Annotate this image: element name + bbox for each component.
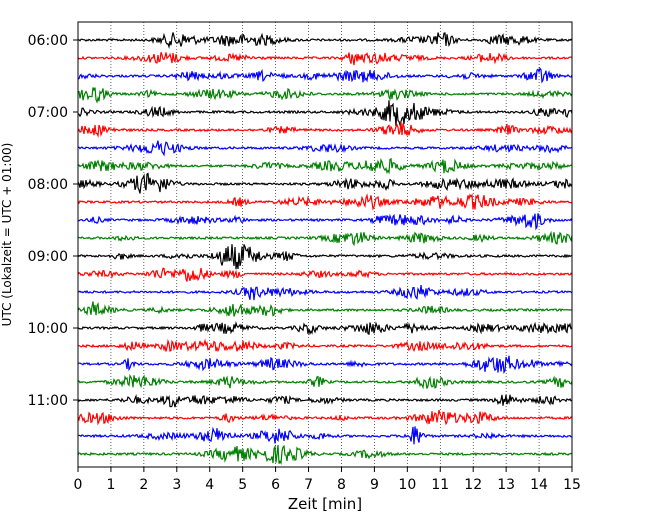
trace-6: [77, 121, 573, 138]
x-tick-label-14: 14: [530, 477, 548, 493]
y-tick-label-07:00: 07:00: [28, 105, 68, 121]
grid-lines: [110, 22, 540, 467]
y-tick-label-11:00: 11:00: [28, 393, 68, 409]
trace-15: [77, 284, 573, 301]
x-tick-label-7: 7: [304, 477, 313, 493]
x-axis-label: Zeit [min]: [288, 495, 362, 513]
y-tick-label-08:00: 08:00: [28, 177, 68, 193]
x-tick-label-15: 15: [563, 477, 581, 493]
trace-8: [77, 157, 573, 175]
trace-2: [77, 52, 573, 66]
seismic-traces: [77, 32, 573, 465]
x-tick-label-12: 12: [464, 477, 482, 493]
y-tick-label-06:00: 06:00: [28, 33, 68, 49]
x-tick-label-8: 8: [337, 477, 346, 493]
y-axis-ticks: 06:00 07:00 08:00 09:00 10:00 11:00: [28, 33, 78, 409]
trace-16: [77, 301, 573, 317]
trace-4: [77, 87, 573, 104]
trace-17: [77, 320, 573, 336]
trace-24: [77, 444, 573, 465]
trace-3: [77, 67, 573, 84]
trace-22: [77, 409, 573, 426]
x-tick-label-9: 9: [370, 477, 379, 493]
x-tick-label-6: 6: [271, 477, 280, 493]
y-tick-label-10:00: 10:00: [28, 321, 68, 337]
x-tick-label-13: 13: [497, 477, 515, 493]
y-tick-label-09:00: 09:00: [28, 249, 68, 265]
x-tick-label-10: 10: [398, 477, 416, 493]
x-tick-label-0: 0: [74, 477, 83, 493]
plot-frame: [77, 21, 573, 468]
trace-21: [77, 394, 573, 408]
trace-13: [77, 244, 573, 270]
x-tick-label-2: 2: [139, 477, 148, 493]
trace-11: [77, 213, 573, 231]
trace-19: [77, 355, 573, 374]
trace-23: [77, 426, 573, 445]
trace-9: [77, 172, 573, 194]
x-tick-label-11: 11: [431, 477, 449, 493]
x-tick-label-5: 5: [238, 477, 247, 493]
x-axis-ticks: 0 1 2 3 4 5 6 7 8 9 10 11 12 13 14 15: [74, 467, 581, 493]
x-tick-label-4: 4: [205, 477, 214, 493]
trace-1: [77, 32, 573, 49]
trace-14: [77, 267, 573, 282]
trace-20: [77, 373, 573, 390]
trace-5: [77, 100, 573, 127]
trace-10: [77, 193, 573, 211]
trace-12: [77, 230, 573, 247]
x-tick-label-1: 1: [106, 477, 115, 493]
x-tick-label-3: 3: [172, 477, 181, 493]
y-axis-label: UTC (Lokalzeit = UTC + 01:00): [0, 143, 14, 327]
trace-18: [77, 338, 573, 353]
trace-7: [77, 140, 573, 157]
